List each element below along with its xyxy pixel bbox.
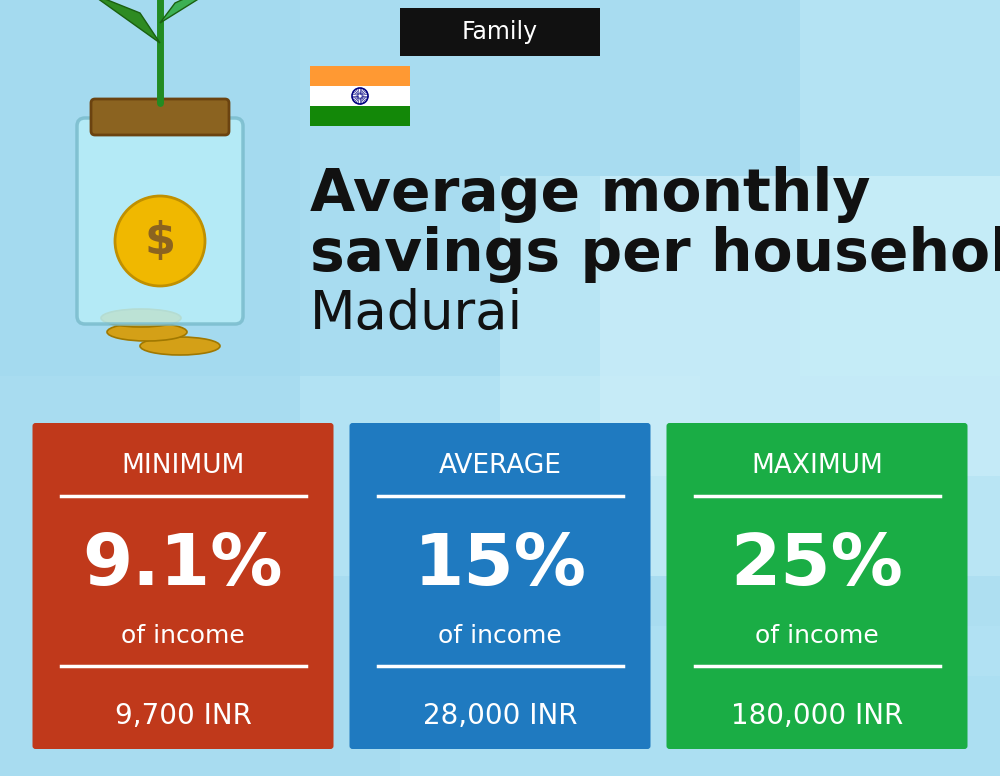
FancyBboxPatch shape	[32, 423, 334, 749]
Bar	[310, 86, 410, 106]
Text: of income: of income	[755, 624, 879, 648]
Text: 28,000 INR: 28,000 INR	[423, 702, 577, 730]
Text: 25%: 25%	[731, 532, 903, 601]
Text: MINIMUM: MINIMUM	[121, 453, 245, 479]
Bar	[800, 0, 1000, 376]
Text: 180,000 INR: 180,000 INR	[731, 702, 903, 730]
Polygon shape	[160, 0, 240, 23]
FancyBboxPatch shape	[77, 118, 243, 324]
Text: savings per household in: savings per household in	[310, 226, 1000, 283]
Text: AVERAGE: AVERAGE	[439, 453, 561, 479]
Text: Madurai: Madurai	[310, 288, 523, 340]
FancyBboxPatch shape	[350, 423, 650, 749]
Text: Average monthly: Average monthly	[310, 166, 870, 223]
FancyBboxPatch shape	[91, 99, 229, 135]
Bar	[500, 176, 1000, 576]
Bar	[400, 8, 600, 56]
FancyBboxPatch shape	[666, 423, 968, 749]
Text: Family: Family	[462, 20, 538, 44]
Bar	[700, 476, 1000, 676]
Ellipse shape	[107, 323, 187, 341]
Bar	[600, 176, 1000, 476]
Bar	[310, 66, 410, 86]
Text: 9.1%: 9.1%	[83, 532, 283, 601]
Bar	[400, 626, 1000, 776]
Text: of income: of income	[121, 624, 245, 648]
Text: 9,700 INR: 9,700 INR	[115, 702, 251, 730]
Circle shape	[115, 196, 205, 286]
Text: 15%: 15%	[414, 532, 586, 601]
Text: of income: of income	[438, 624, 562, 648]
Bar	[0, 0, 300, 376]
Ellipse shape	[140, 337, 220, 355]
Bar	[310, 106, 410, 126]
Polygon shape	[90, 0, 160, 43]
Text: $: $	[144, 220, 176, 262]
Ellipse shape	[101, 309, 181, 327]
Bar	[300, 376, 700, 576]
Text: MAXIMUM: MAXIMUM	[751, 453, 883, 479]
